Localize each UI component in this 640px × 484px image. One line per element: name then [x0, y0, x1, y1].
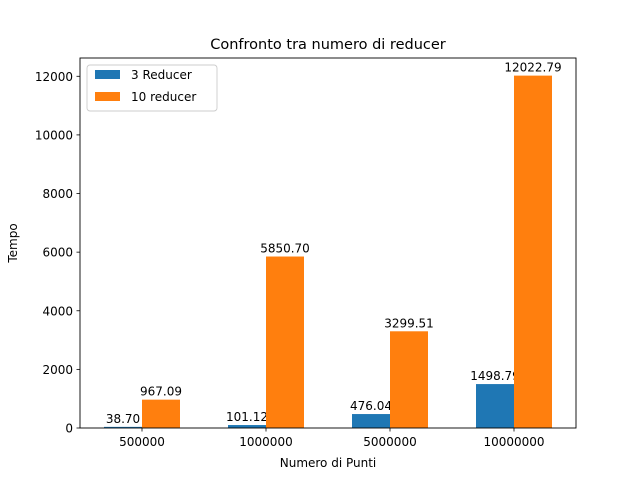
bar-10-reducer — [266, 256, 304, 428]
bar-3-reducer — [104, 426, 142, 428]
y-tick-label: 2000 — [42, 363, 73, 377]
y-axis-label: Tempo — [6, 223, 20, 263]
bar-10-reducer — [390, 331, 428, 428]
legend-swatch-10-reducer — [95, 92, 120, 101]
bar-value-label: 38.70 — [106, 412, 140, 426]
x-tick-label: 500000 — [119, 435, 165, 449]
chart-title: Confronto tra numero di reducer — [210, 37, 446, 53]
y-tick-label: 4000 — [42, 304, 73, 318]
bar-10-reducer — [514, 75, 552, 428]
axes-frame — [79, 57, 577, 429]
x-tick-label: 5000000 — [363, 435, 416, 449]
legend: 3 Reducer 10 reducer — [86, 64, 218, 112]
bar-value-label: 101.12 — [226, 410, 268, 424]
bar-value-label: 5850.70 — [260, 242, 310, 256]
y-tick-label: 8000 — [42, 187, 73, 201]
bar-value-label: 3299.51 — [384, 316, 434, 330]
legend-label-3-reducer: 3 Reducer — [131, 68, 192, 82]
bar-value-label: 1498.79 — [470, 369, 520, 383]
x-tick-label: 1000000 — [239, 435, 292, 449]
plot-area: 0 2000 4000 6000 8000 10000 12000 38.70 101.12 47… — [35, 61, 562, 449]
bar-value-label: 12022.79 — [504, 61, 561, 75]
bar-value-label: 476.04 — [350, 399, 392, 413]
bar-value-label: 967.09 — [140, 385, 182, 399]
y-tick-label: 10000 — [35, 128, 73, 142]
legend-swatch-3-reducer — [95, 70, 120, 79]
bar-3-reducer — [352, 414, 390, 428]
y-tick-label: 0 — [65, 422, 73, 436]
bar-3-reducer — [476, 384, 514, 428]
x-tick-label: 10000000 — [483, 435, 544, 449]
y-tick-label: 12000 — [35, 70, 73, 84]
y-tick-label: 6000 — [42, 246, 73, 260]
bar-3-reducer — [228, 425, 266, 428]
legend-label-10-reducer: 10 reducer — [131, 90, 196, 104]
x-axis-label: Numero di Punti — [280, 456, 377, 470]
bar-10-reducer — [142, 399, 180, 428]
